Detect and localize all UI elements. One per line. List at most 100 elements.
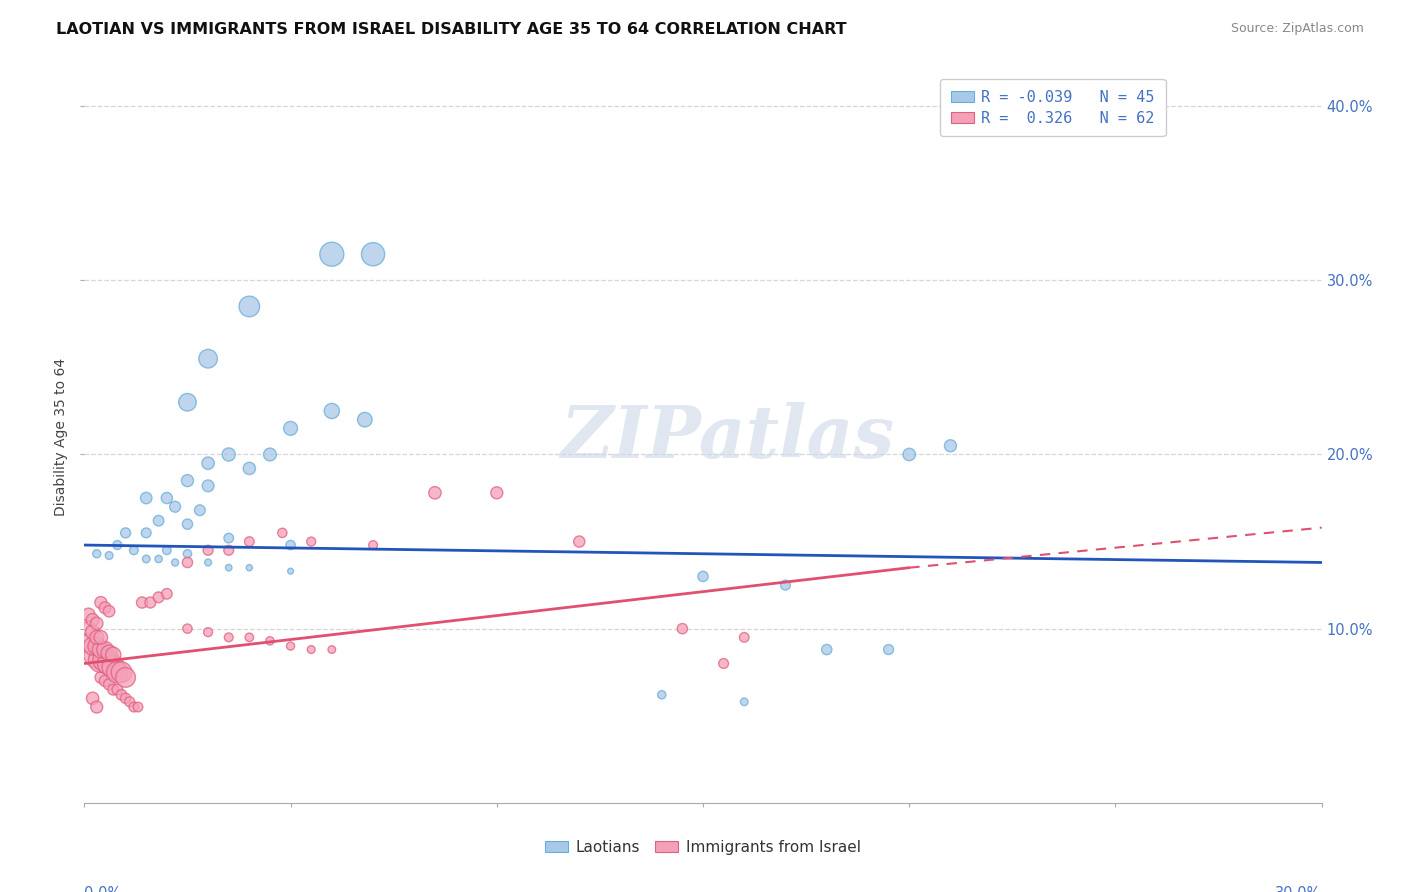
Point	[423, 485, 446, 500]
Legend: Laotians, Immigrants from Israel: Laotians, Immigrants from Israel	[538, 834, 868, 861]
Point	[103, 660, 125, 674]
Point	[86, 700, 108, 714]
Point	[156, 587, 179, 601]
Point	[77, 622, 100, 636]
Point	[105, 682, 128, 697]
Point	[321, 247, 343, 261]
Point	[156, 543, 179, 558]
Y-axis label: Disability Age 35 to 64: Disability Age 35 to 64	[55, 358, 69, 516]
Point	[90, 642, 112, 657]
Point	[135, 552, 157, 566]
Point	[98, 604, 121, 618]
Point	[218, 560, 240, 574]
Point	[353, 412, 375, 426]
Point	[176, 474, 198, 488]
Point	[188, 503, 211, 517]
Point	[898, 448, 921, 462]
Point	[122, 543, 145, 558]
Point	[135, 525, 157, 540]
Point	[939, 439, 962, 453]
Point	[197, 625, 219, 640]
Point	[127, 700, 149, 714]
Point	[197, 456, 219, 470]
Point	[176, 556, 198, 570]
Text: Source: ZipAtlas.com: Source: ZipAtlas.com	[1230, 22, 1364, 36]
Point	[98, 646, 121, 660]
Point	[692, 569, 714, 583]
Point	[280, 639, 302, 653]
Point	[238, 461, 260, 475]
Point	[176, 395, 198, 409]
Point	[321, 642, 343, 657]
Point	[90, 631, 112, 645]
Point	[98, 549, 121, 563]
Point	[148, 591, 170, 605]
Point	[165, 556, 187, 570]
Point	[86, 648, 108, 662]
Point	[82, 625, 104, 640]
Point	[218, 631, 240, 645]
Point	[110, 665, 132, 680]
Text: 30.0%: 30.0%	[1275, 887, 1322, 892]
Point	[713, 657, 735, 671]
Point	[90, 653, 112, 667]
Point	[361, 538, 384, 552]
Point	[82, 691, 104, 706]
Point	[218, 531, 240, 545]
Point	[135, 491, 157, 505]
Point	[122, 700, 145, 714]
Point	[671, 622, 693, 636]
Point	[238, 534, 260, 549]
Point	[114, 525, 136, 540]
Point	[733, 631, 755, 645]
Point	[218, 543, 240, 558]
Point	[238, 560, 260, 574]
Point	[197, 351, 219, 366]
Point	[94, 653, 117, 667]
Point	[176, 622, 198, 636]
Point	[238, 631, 260, 645]
Point	[98, 677, 121, 691]
Point	[197, 556, 219, 570]
Point	[148, 552, 170, 566]
Point	[105, 665, 128, 680]
Point	[197, 543, 219, 558]
Text: LAOTIAN VS IMMIGRANTS FROM ISRAEL DISABILITY AGE 35 TO 64 CORRELATION CHART: LAOTIAN VS IMMIGRANTS FROM ISRAEL DISABI…	[56, 22, 846, 37]
Point	[321, 404, 343, 418]
Point	[197, 479, 219, 493]
Point	[775, 578, 797, 592]
Point	[77, 635, 100, 649]
Point	[156, 491, 179, 505]
Point	[103, 648, 125, 662]
Point	[110, 688, 132, 702]
Point	[94, 642, 117, 657]
Text: ZIPatlas: ZIPatlas	[561, 401, 894, 473]
Point	[568, 534, 591, 549]
Point	[148, 514, 170, 528]
Point	[105, 538, 128, 552]
Point	[86, 547, 108, 561]
Point	[94, 600, 117, 615]
Point	[103, 682, 125, 697]
Point	[86, 639, 108, 653]
Point	[238, 300, 260, 314]
Point	[165, 500, 187, 514]
Point	[86, 616, 108, 631]
Point	[280, 538, 302, 552]
Point	[90, 595, 112, 609]
Point	[82, 639, 104, 653]
Point	[77, 607, 100, 622]
Point	[877, 642, 900, 657]
Point	[176, 547, 198, 561]
Point	[82, 613, 104, 627]
Point	[176, 517, 198, 532]
Point	[733, 695, 755, 709]
Point	[139, 595, 162, 609]
Point	[651, 688, 673, 702]
Text: 0.0%: 0.0%	[84, 887, 121, 892]
Point	[86, 631, 108, 645]
Point	[299, 642, 322, 657]
Point	[94, 673, 117, 688]
Point	[485, 485, 508, 500]
Point	[90, 670, 112, 684]
